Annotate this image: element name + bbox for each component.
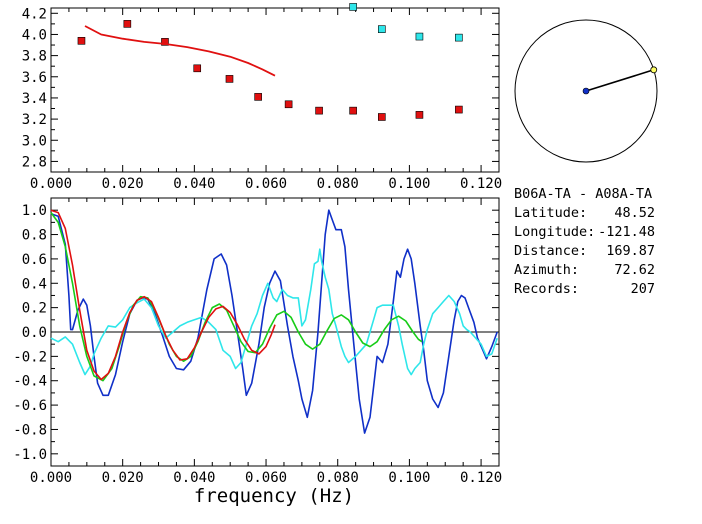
red-series-line bbox=[84, 25, 276, 77]
red-data-point bbox=[415, 111, 424, 119]
y-tick-label: 1.0 bbox=[22, 203, 47, 219]
info-value: -121.48 bbox=[598, 224, 655, 240]
bottom-correlation-chart: 0.000 0.020 0.040 0.060 0.080 0.100 0.120 1.0 0.… bbox=[13, 197, 502, 486]
cyan-data-point bbox=[455, 33, 463, 42]
blue-series-line bbox=[50, 209, 498, 434]
red-data-point bbox=[315, 106, 323, 115]
info-value: 72.62 bbox=[614, 262, 655, 278]
station-info-panel: B06A-TA - A08A-TA Latitude: 48.52 Longitud… bbox=[512, 184, 698, 299]
y-tick-label: -0.6 bbox=[13, 398, 47, 414]
x-tick-label: 0.080 bbox=[317, 470, 359, 486]
x-tick-label: 0.100 bbox=[388, 470, 430, 486]
y-tick-label: 2.8 bbox=[22, 154, 47, 170]
green-series-line bbox=[50, 212, 423, 382]
info-label: Distance: bbox=[514, 243, 587, 259]
x-tick-label: 0.120 bbox=[460, 470, 502, 486]
x-tick-label: 0.080 bbox=[317, 176, 359, 192]
station-pair-label: B06A-TA - A08A-TA bbox=[514, 186, 652, 202]
info-label: Longitude: bbox=[514, 224, 595, 240]
red-series-line bbox=[50, 209, 276, 381]
y-tick-label: 3.8 bbox=[22, 49, 47, 65]
x-tick-label: 0.040 bbox=[173, 176, 215, 192]
x-tick-label: 0.000 bbox=[30, 470, 72, 486]
cyan-data-point bbox=[378, 25, 386, 33]
y-tick-label: 0.8 bbox=[22, 228, 47, 244]
polar-circle bbox=[514, 19, 658, 163]
y-tick-label: -0.8 bbox=[13, 422, 47, 438]
azimuth-polar-plot bbox=[514, 19, 658, 163]
red-data-point bbox=[193, 64, 202, 73]
y-tick-label: 4.2 bbox=[22, 6, 47, 22]
polar-center bbox=[582, 87, 590, 95]
y-tick-label: 0.4 bbox=[22, 276, 47, 292]
red-data-point bbox=[254, 93, 262, 101]
x-tick-label: 0.060 bbox=[245, 470, 287, 486]
x-tick-label: 0.100 bbox=[388, 176, 430, 192]
x-tick-label: 0.020 bbox=[102, 470, 144, 486]
azimuth-line bbox=[585, 69, 654, 92]
y-tick-label: 0.2 bbox=[22, 301, 47, 317]
red-data-point bbox=[378, 113, 386, 121]
red-data-point bbox=[455, 105, 463, 114]
red-data-point bbox=[123, 20, 132, 28]
info-label: Latitude: bbox=[514, 205, 587, 221]
y-tick-label: -1.0 bbox=[13, 447, 47, 463]
cyan-data-point bbox=[349, 3, 357, 11]
y-tick-label: 3.0 bbox=[22, 133, 47, 149]
info-value: 207 bbox=[631, 281, 655, 294]
cyan-series-line bbox=[50, 248, 498, 376]
info-value: 48.52 bbox=[614, 205, 655, 221]
y-tick-label: 0.0 bbox=[22, 325, 47, 341]
plot-frame bbox=[50, 7, 500, 173]
red-data-point bbox=[161, 38, 169, 46]
info-value: 169.87 bbox=[606, 243, 655, 259]
y-tick-label: 3.4 bbox=[22, 91, 47, 107]
red-data-point bbox=[77, 36, 86, 45]
y-tick-label: 3.2 bbox=[22, 112, 47, 128]
x-tick-label: 0.000 bbox=[30, 176, 72, 192]
info-label: Azimuth: bbox=[514, 262, 579, 278]
y-tick-label: 0.6 bbox=[22, 252, 47, 268]
info-label: Records: bbox=[514, 281, 579, 294]
x-tick-label: 0.060 bbox=[245, 176, 287, 192]
top-velocity-chart: 0.000 0.020 0.040 0.060 0.080 0.100 0.120 2.8 3.… bbox=[22, 3, 502, 192]
y-tick-label: -0.2 bbox=[13, 349, 47, 365]
y-tick-label: 4.0 bbox=[22, 27, 47, 43]
red-data-point bbox=[284, 100, 293, 109]
x-tick-label: 0.120 bbox=[460, 176, 502, 192]
x-tick-label: 0.020 bbox=[102, 176, 144, 192]
x-axis-title: frequency (Hz) bbox=[194, 485, 354, 507]
y-tick-label: -0.4 bbox=[13, 374, 47, 390]
azimuth-tip bbox=[650, 66, 658, 74]
x-tick-label: 0.040 bbox=[173, 470, 215, 486]
cyan-data-point bbox=[415, 32, 424, 41]
red-data-point bbox=[225, 75, 234, 83]
y-tick-label: 3.6 bbox=[22, 70, 47, 86]
red-data-point bbox=[349, 106, 357, 115]
